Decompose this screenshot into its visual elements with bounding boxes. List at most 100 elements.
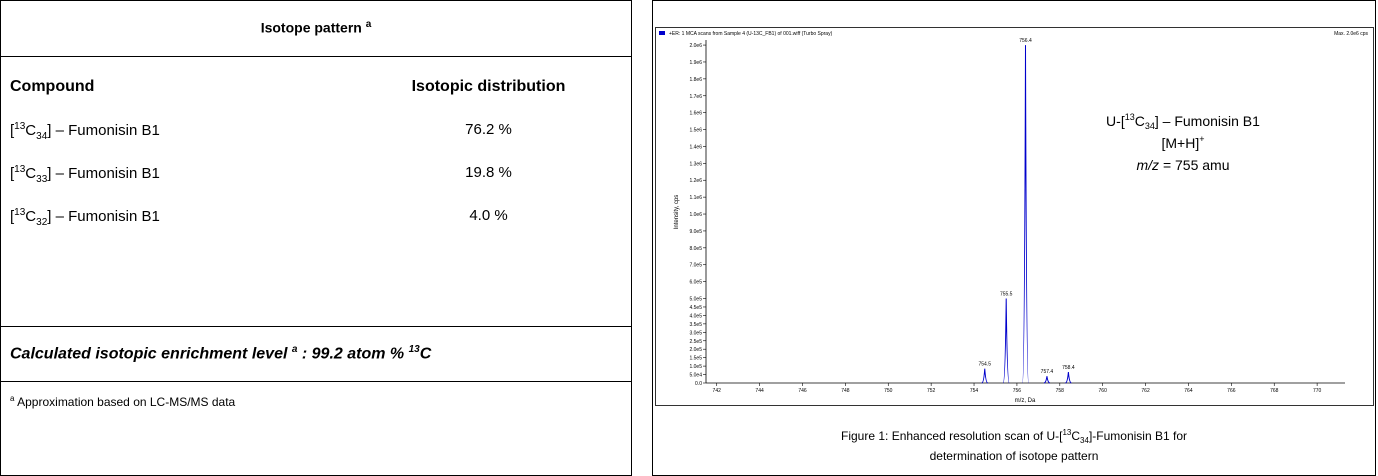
peak-label: 756.4 xyxy=(1019,38,1032,44)
rule xyxy=(1,326,631,327)
isotope-table: Isotope pattern a Compound Isotopic dist… xyxy=(0,0,632,476)
y-tick-label: 1.8e6 xyxy=(689,77,702,83)
annotation: [M+H]+ xyxy=(1162,134,1205,151)
panel-border xyxy=(652,0,1376,476)
column-header: Compound xyxy=(10,78,95,95)
compound: [13C32] – Fumonisin B1 xyxy=(10,207,160,228)
peak xyxy=(981,368,988,384)
text: [ xyxy=(10,208,15,225)
peak xyxy=(1022,45,1029,384)
atom-count: 34 xyxy=(1080,436,1089,445)
element: C xyxy=(1135,113,1145,129)
text: Figure 1: Enhanced resolution scan of U-… xyxy=(841,429,1063,443)
note: a xyxy=(10,394,15,403)
peak-label: 754.5 xyxy=(979,362,992,368)
isotope-mass: 13 xyxy=(14,121,26,132)
caption: Figure 1: Enhanced resolution scan of U-… xyxy=(841,428,1187,445)
y-tick-label: 4.0e5 xyxy=(689,313,702,319)
isotope-mass: 13 xyxy=(1125,112,1135,122)
x-tick-label: 762 xyxy=(1141,388,1150,394)
atom-count: 34 xyxy=(36,131,48,142)
compound: [13C34] – Fumonisin B1 xyxy=(10,121,160,142)
enrichment: Calculated isotopic enrichment level a :… xyxy=(10,344,431,363)
peak xyxy=(1043,376,1051,384)
peak-label: 755.5 xyxy=(1000,292,1013,298)
charge: + xyxy=(1199,134,1204,144)
y-tick-label: 1.6e6 xyxy=(689,111,702,117)
atom-count: 33 xyxy=(36,174,48,185)
y-tick-label: 4.5e5 xyxy=(689,305,702,311)
caption: determination of isotope pattern xyxy=(930,449,1099,463)
text: Approximation based on LC-MS/MS data xyxy=(14,395,236,409)
y-tick-label: 2.5e5 xyxy=(689,339,702,345)
title-text: Isotope pattern xyxy=(260,19,362,36)
text: Calculated isotopic enrichment level xyxy=(10,345,292,363)
y-tick-label: 1.3e6 xyxy=(689,161,702,167)
y-tick-label: 1.1e6 xyxy=(689,195,702,201)
x-tick-label: 758 xyxy=(1056,388,1065,394)
y-tick-label: 1.4e6 xyxy=(689,144,702,150)
chart-frame xyxy=(655,27,1374,406)
x-tick-label: 744 xyxy=(755,388,764,394)
y-tick-label: 1.2e6 xyxy=(689,178,702,184)
y-tick-label: 1.9e6 xyxy=(689,60,702,66)
y-tick-label: 5.0e5 xyxy=(689,297,702,303)
x-tick-label: 746 xyxy=(798,388,807,394)
element: C xyxy=(25,122,37,139)
y-tick-label: 8.0e5 xyxy=(689,246,702,252)
y-tick-label: 9.0e5 xyxy=(689,229,702,235)
x-tick-label: 770 xyxy=(1313,388,1322,394)
x-tick-label: 754 xyxy=(970,388,979,394)
text: ] – Fumonisin B1 xyxy=(47,122,160,139)
y-tick-label: 3.0e5 xyxy=(689,330,702,336)
y-tick-label: 1.5e6 xyxy=(689,128,702,134)
element: C xyxy=(1071,429,1080,443)
x-tick-label: 750 xyxy=(884,388,893,394)
rule xyxy=(1,56,631,57)
y-tick-label: 2.0e5 xyxy=(689,347,702,353)
peak xyxy=(1002,298,1010,384)
footnote: a Approximation based on LC-MS/MS data xyxy=(10,394,235,409)
y-tick-label: 0.0 xyxy=(695,381,702,387)
peak-label: 757.4 xyxy=(1041,369,1054,375)
y-tick-label: 2.0e6 xyxy=(689,43,702,49)
compound: [13C33] – Fumonisin B1 xyxy=(10,164,160,185)
element: C xyxy=(25,165,37,182)
element: C xyxy=(25,208,37,225)
text: ] – Fumonisin B1 xyxy=(47,165,160,182)
isotope-mass: 13 xyxy=(408,344,420,355)
x-tick-label: 768 xyxy=(1270,388,1279,394)
isotope-mass: 13 xyxy=(14,207,26,218)
annotation: m/z = 755 amu xyxy=(1137,157,1230,173)
x-tick-label: 752 xyxy=(927,388,936,394)
series-swatch xyxy=(659,31,665,35)
distribution: 4.0 % xyxy=(469,207,508,224)
peak xyxy=(1065,371,1072,384)
atom-count: 34 xyxy=(1145,121,1155,131)
table-title: Isotope pattern a xyxy=(1,19,631,36)
text: U-[ xyxy=(1106,113,1125,129)
distribution: 76.2 % xyxy=(465,121,512,138)
title-note: a xyxy=(365,19,372,30)
rule xyxy=(1,381,631,382)
x-axis-label: m/z, Da xyxy=(1015,398,1036,404)
text: m/z xyxy=(1137,157,1160,173)
y-tick-label: 3.5e5 xyxy=(689,322,702,328)
column-header: Isotopic distribution xyxy=(411,78,566,95)
note: a xyxy=(291,344,298,355)
y-axis-label: Intensity, cps xyxy=(674,195,680,230)
y-tick-label: 1.0e5 xyxy=(689,364,702,370)
y-tick-label: 6.0e5 xyxy=(689,280,702,286)
x-tick-label: 764 xyxy=(1184,388,1193,394)
x-tick-label: 760 xyxy=(1099,388,1108,394)
x-tick-label: 756 xyxy=(1013,388,1022,394)
x-tick-label: 748 xyxy=(841,388,850,394)
peak-label: 758.4 xyxy=(1062,365,1075,371)
text: ]-Fumonisin B1 for xyxy=(1089,429,1187,443)
isotope-mass: 13 xyxy=(1062,428,1071,437)
figure: +ER: 1 MCA scans from Sample 4 (U-13C_FB… xyxy=(652,0,1376,476)
atom-count: 32 xyxy=(36,217,48,228)
text: ] – Fumonisin B1 xyxy=(47,208,160,225)
text: = 755 amu xyxy=(1159,157,1229,173)
